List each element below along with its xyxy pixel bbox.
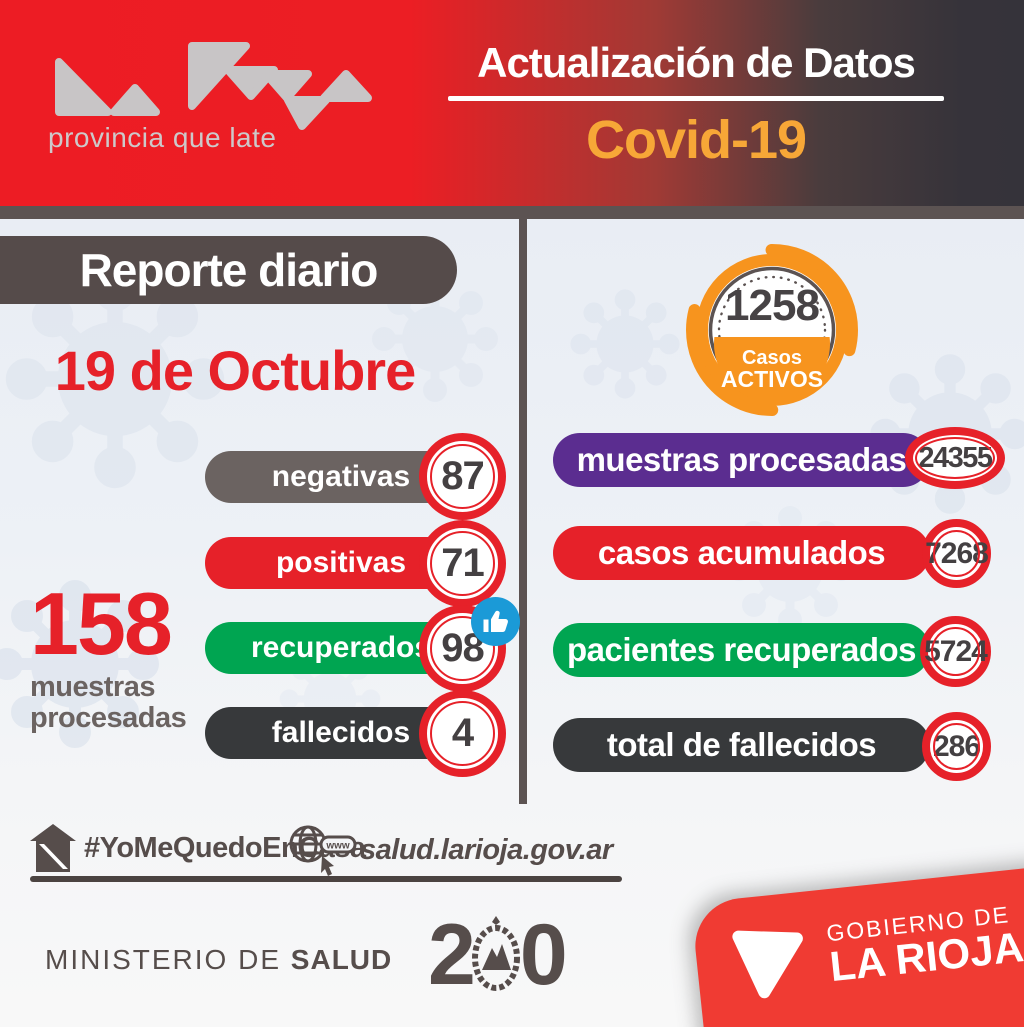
total-pill-fallecidos: total de fallecidos [553, 718, 930, 772]
government-title: GOBIERNO DE LA RIOJA [825, 897, 1024, 990]
ministry-prefix: MINISTERIO DE [45, 944, 291, 975]
bicentennial-200-logo: 2 0 [428, 907, 568, 1003]
total-value: 286 [932, 729, 981, 763]
total-label: muestras procesadas [576, 441, 907, 478]
report-title-pill: Reporte diario [0, 236, 457, 304]
total-value: 5724 [924, 634, 988, 668]
total-label: casos acumulados [597, 534, 886, 571]
active-cases-badge: 1258 Casos ACTIVOS [686, 244, 858, 416]
house-icon [30, 824, 76, 872]
active-cases-value: 1258 [725, 281, 819, 330]
total-badge-fallecidos: 286 [922, 712, 991, 781]
title-underline [448, 96, 944, 102]
website-text: salud.larioja.gov.ar [360, 834, 613, 866]
government-ribbon: GOBIERNO DE LA RIOJA [690, 861, 1024, 1027]
stat-label: negativas [271, 460, 411, 493]
bicentennial-digit-0: 0 [519, 907, 568, 1003]
globe-www-icon: www [289, 825, 357, 876]
footer-divider [30, 876, 622, 882]
report-date: 19 de Octubre [54, 339, 416, 402]
logo-tagline: provincia que late [48, 122, 277, 153]
stat-value: 71 [441, 541, 484, 585]
total-pill-recuperados: pacientes recuperados [553, 623, 930, 677]
stat-label: fallecidos [271, 716, 411, 749]
bicentennial-digit-2: 2 [428, 907, 476, 1003]
total-badge-recuperados: 5724 [920, 616, 991, 687]
bicentennial-emblem-icon [471, 916, 520, 991]
stat-value: 4 [451, 711, 474, 755]
www-label: www [325, 841, 350, 852]
total-badge-muestras: 24355 [905, 427, 1005, 489]
header-bottom-stripe [0, 206, 1024, 219]
stat-label: recuperados [250, 631, 432, 664]
total-pill-muestras: muestras procesadas [553, 433, 930, 487]
total-value: 24355 [918, 441, 993, 474]
gobierno-triangle-icon [732, 930, 803, 999]
stat-badge-positivas: 71 [419, 520, 506, 607]
covid-subtitle: Covid-19 [585, 110, 807, 171]
active-cases-label-2: ACTIVOS [721, 366, 823, 392]
stat-label: positivas [275, 546, 407, 579]
thumbs-up-icon [471, 597, 520, 646]
ministry-name: SALUD [290, 944, 393, 975]
page-title: Actualización de Datos [477, 39, 916, 86]
total-label: total de fallecidos [606, 726, 877, 763]
stat-badge-fallecidos: 4 [419, 690, 506, 777]
samples-label: muestras procesadas [30, 670, 187, 734]
header-title-block: Actualización de Datos Covid-19 [442, 39, 950, 171]
total-label: pacientes recuperados [567, 631, 917, 668]
stat-value: 87 [441, 454, 484, 498]
la-rioja-triangles-logo-icon [55, 42, 372, 130]
report-title: Reporte diario [79, 244, 379, 296]
samples-total-block: 158 muestras procesadas [30, 574, 200, 734]
header-banner: provincia que late Actualización de Dato… [0, 0, 1024, 206]
total-pill-acumulados: casos acumulados [553, 526, 930, 580]
active-cases-label-1: Casos [742, 347, 802, 369]
ministry-title: MINISTERIO DE SALUD [45, 944, 392, 976]
samples-value: 158 [30, 574, 173, 673]
stat-badge-negativas: 87 [419, 433, 506, 520]
total-badge-acumulados: 7268 [922, 519, 991, 588]
panel-divider [519, 219, 527, 804]
total-value: 7268 [925, 536, 989, 570]
